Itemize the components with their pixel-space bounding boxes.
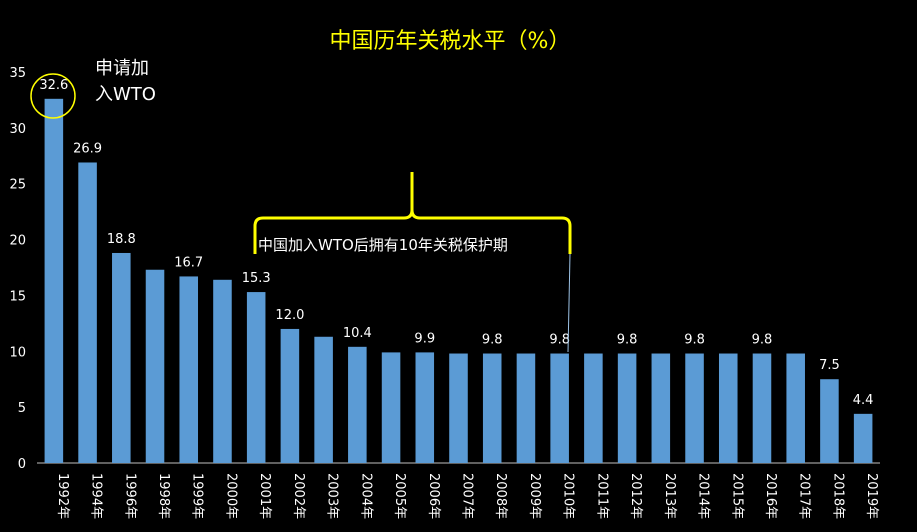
x-tick-label: 2018年 (830, 473, 845, 519)
x-tick-label: 2007年 (460, 473, 475, 519)
y-tick-label: 0 (18, 457, 26, 472)
y-tick-label: 20 (9, 234, 26, 249)
data-label-2001年: 15.3 (242, 271, 271, 286)
data-label-2014年: 9.8 (684, 333, 705, 348)
highlight-circle (30, 73, 76, 119)
bar-2018年 (820, 379, 839, 463)
bar-2008年 (482, 353, 502, 463)
y-tick-label: 25 (9, 178, 26, 193)
bar-2001年 (246, 292, 266, 463)
x-tick-label: 1994年 (89, 473, 104, 519)
x-axis-labels: 1992年 1994年 1996年 1998年 1999年 2000年 2001年 2002年… (55, 473, 879, 519)
data-label-2006年: 9.9 (414, 331, 435, 346)
data-labels: 32.6 26.9 18.8 16.7 15.3 12.0 10.4 9.9 9.8 9.8 9.8… (39, 78, 873, 408)
bar-2003年 (314, 336, 333, 463)
bar-1999年 (179, 276, 199, 463)
bars (44, 98, 873, 463)
bar-2013年 (651, 353, 671, 463)
bar-2002年 (280, 328, 300, 463)
x-tick-label: 2009年 (527, 473, 542, 519)
x-tick-label: 2016年 (763, 473, 778, 519)
y-axis-ticks: 0 5 10 15 20 25 30 35 (9, 66, 26, 472)
data-label-1999年: 16.7 (174, 255, 203, 270)
x-tick-label: 2004年 (358, 473, 373, 519)
x-tick-label: 1998年 (156, 473, 171, 519)
x-tick-label: 2001年 (257, 473, 272, 519)
x-tick-label: 2003年 (325, 473, 340, 519)
bar-2006年 (415, 352, 435, 463)
x-tick-label: 2011年 (594, 473, 609, 519)
data-label-2002年: 12.0 (275, 308, 304, 323)
x-tick-label: 2008年 (493, 473, 508, 519)
protection-period-label: 中国加入WTO后拥有10年关税保护期 (258, 236, 508, 254)
data-label-2016年: 9.8 (752, 333, 773, 348)
x-tick-label: 2015年 (729, 473, 744, 519)
bar-2014年 (685, 353, 704, 463)
bar-1992年 (44, 98, 64, 463)
bar-1996年 (112, 252, 131, 463)
bar-2005年 (381, 352, 401, 463)
y-tick-label: 10 (9, 345, 26, 360)
x-tick-label: 2006年 (426, 473, 441, 519)
protection-period-brace (253, 172, 572, 254)
bar-2010年 (550, 353, 569, 463)
data-label-2018年: 7.5 (819, 358, 840, 373)
data-label-2010年: 9.8 (549, 333, 570, 348)
x-tick-label: 2010年 (561, 473, 576, 519)
bar-1998年 (145, 269, 165, 463)
data-label-2004年: 10.4 (343, 326, 372, 341)
x-tick-label: 2005年 (392, 473, 407, 519)
data-label-1992年: 32.6 (39, 78, 68, 93)
bar-2007年 (449, 353, 468, 463)
bar-2004年 (348, 346, 367, 463)
y-tick-label: 30 (9, 122, 26, 137)
bar-2019年 (853, 413, 873, 463)
data-label-1994年: 26.9 (73, 141, 102, 156)
data-label-2012年: 9.8 (617, 333, 638, 348)
bar-2015年 (718, 353, 738, 463)
x-tick-label: 1996年 (122, 473, 137, 519)
y-tick-label: 5 (18, 401, 26, 416)
bar-2000年 (213, 279, 232, 463)
x-tick-label: 2012年 (628, 473, 643, 519)
y-tick-label: 15 (9, 289, 26, 304)
wto-join-line1: 申请加 (95, 58, 149, 79)
x-tick-label: 2019年 (864, 473, 879, 519)
bar-2009年 (516, 353, 536, 463)
bar-2011年 (584, 353, 603, 463)
x-tick-label: 2017年 (797, 473, 812, 519)
bar-2017年 (786, 353, 805, 463)
bar-1994年 (78, 162, 97, 463)
x-tick-label: 1999年 (190, 473, 205, 519)
chart-title: 中国历年关税水平（%） (330, 29, 571, 54)
bar-2016年 (752, 353, 772, 463)
x-tick-label: 2002年 (291, 473, 306, 519)
protection-leader-line (567, 253, 571, 353)
data-label-2008年: 9.8 (482, 333, 503, 348)
x-tick-label: 2013年 (662, 473, 677, 519)
data-label-1996年: 18.8 (107, 232, 136, 247)
x-tick-label: 2000年 (223, 473, 238, 519)
y-tick-label: 35 (9, 66, 26, 81)
bar-2012年 (617, 353, 637, 463)
data-label-2019年: 4.4 (853, 393, 874, 408)
x-tick-label: 2014年 (696, 473, 711, 519)
wto-join-line2: 入WTO (95, 84, 156, 105)
x-tick-label: 1992年 (55, 473, 70, 519)
